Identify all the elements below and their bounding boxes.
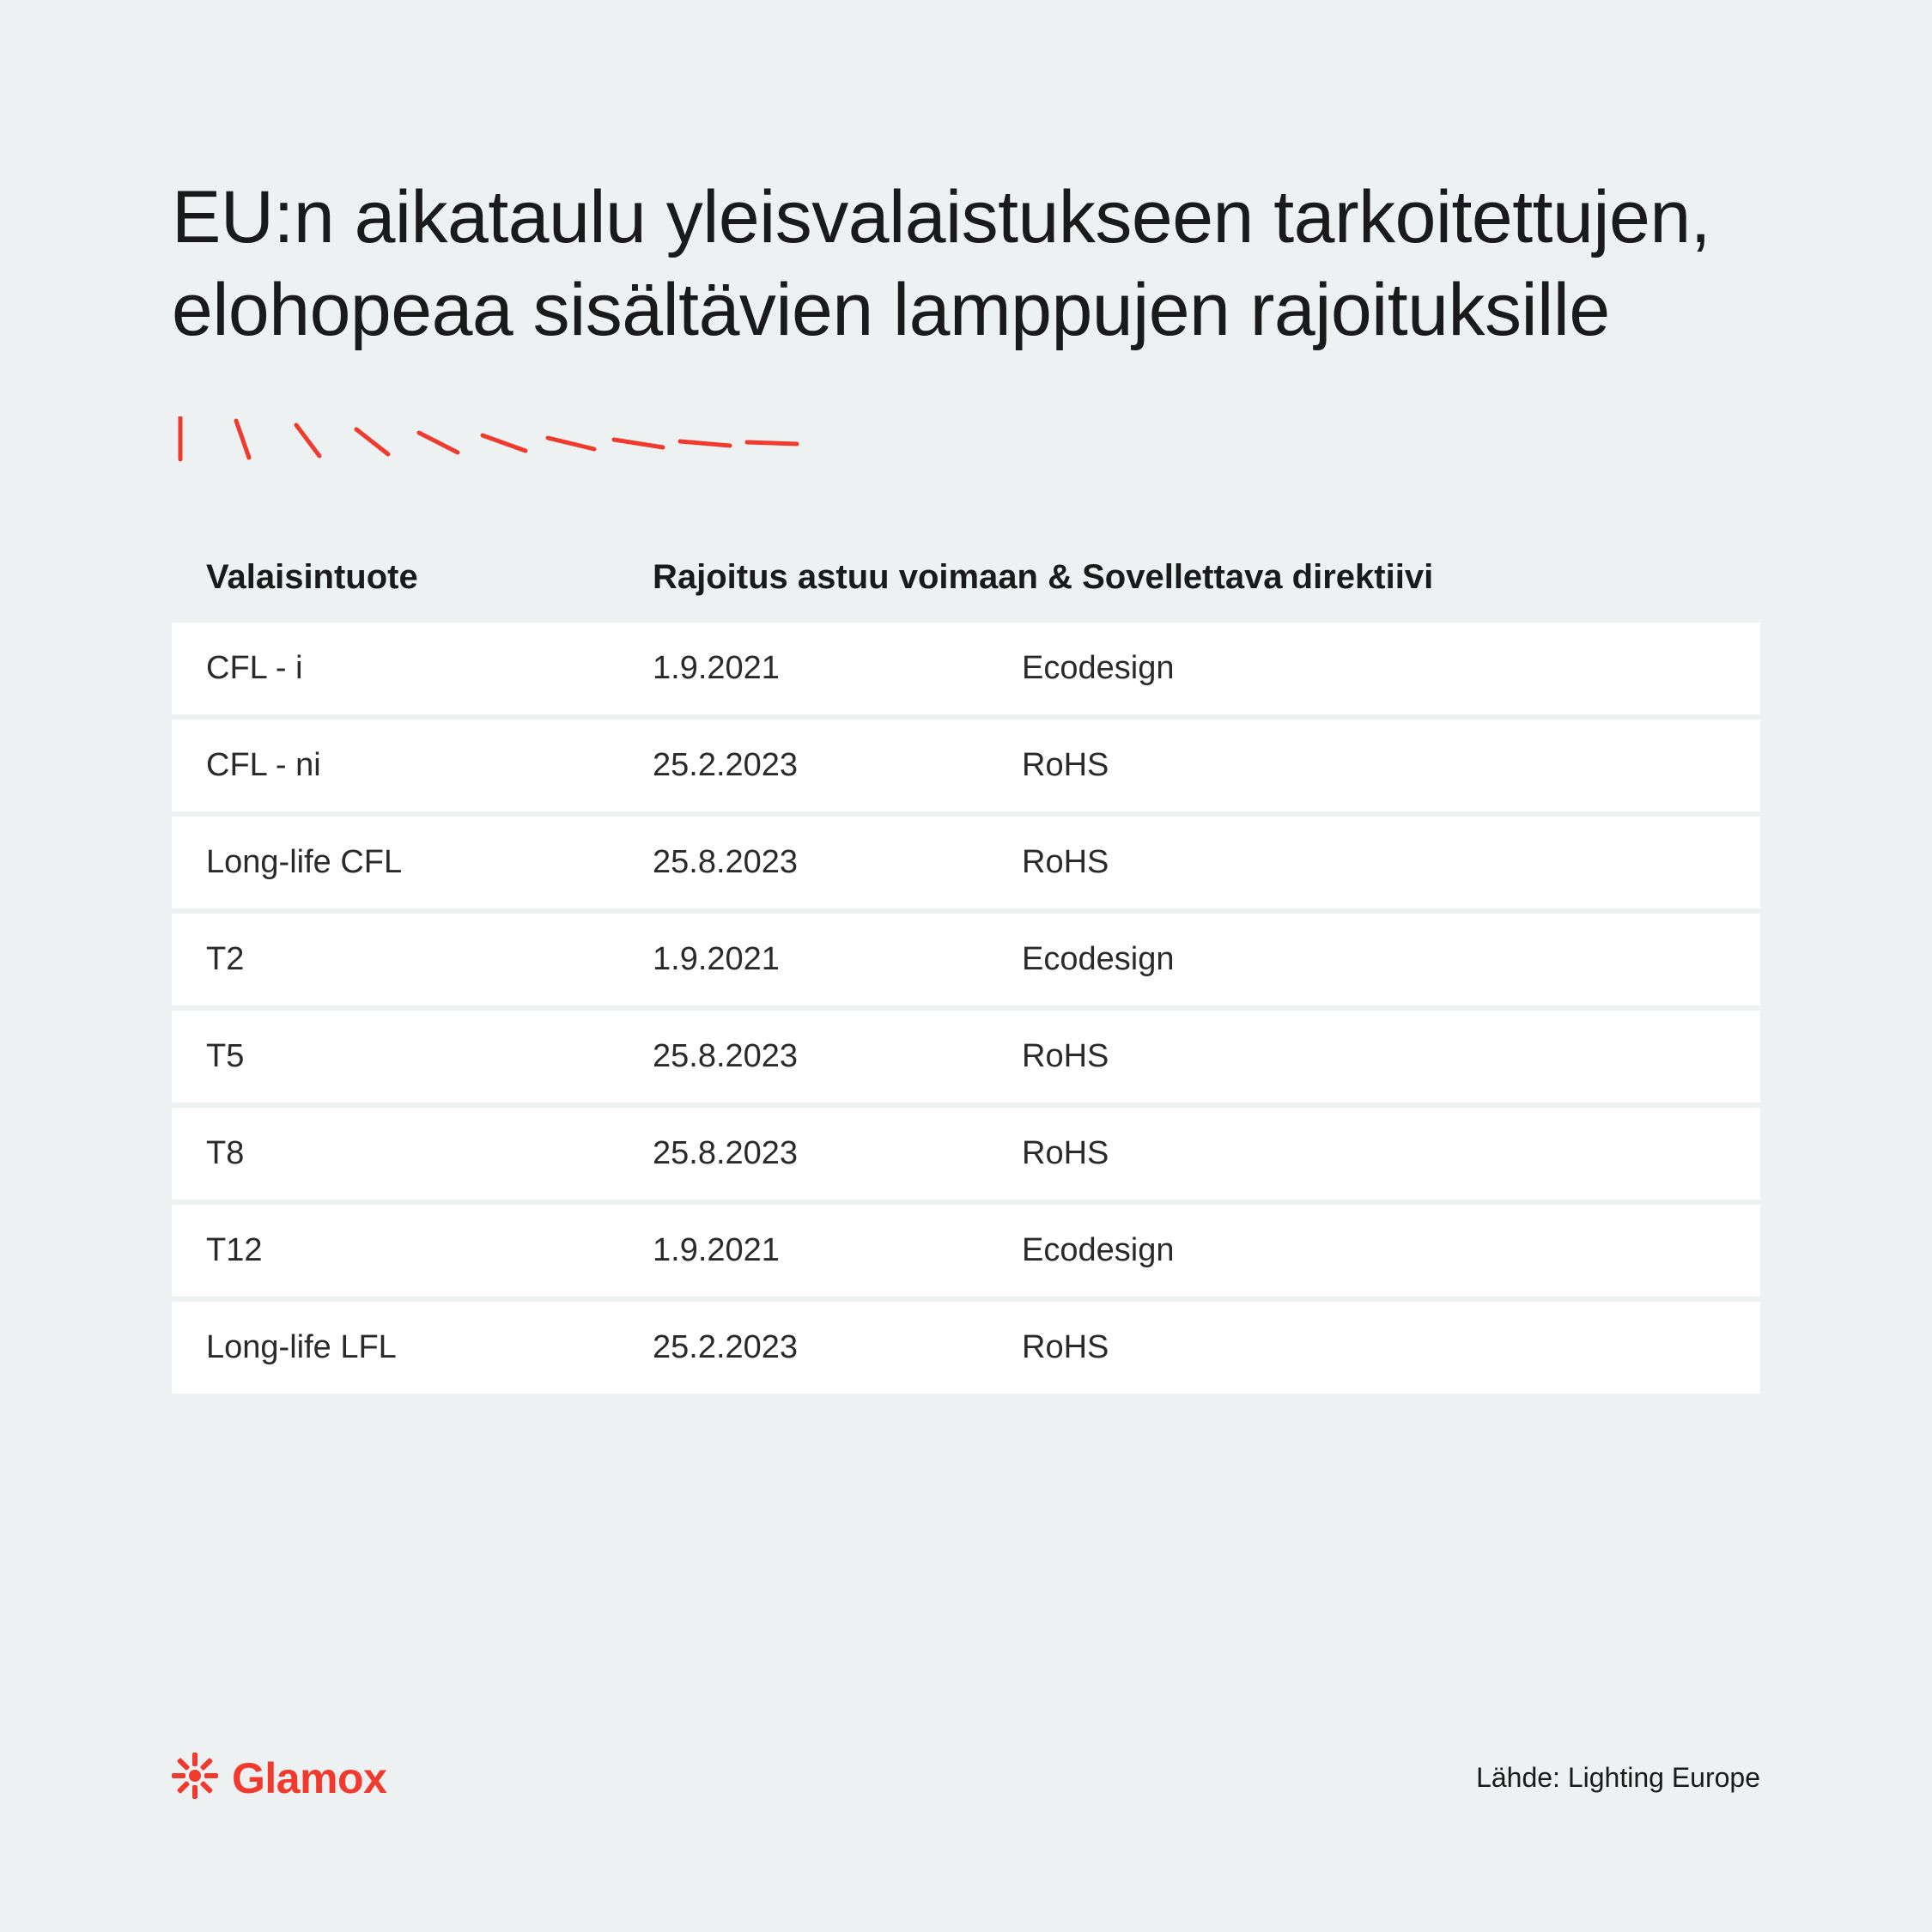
- cell-directive: Ecodesign: [1022, 650, 1726, 687]
- cell-directive: Ecodesign: [1022, 1232, 1726, 1269]
- source-text: Lähde: Lighting Europe: [1476, 1762, 1760, 1794]
- page-title: EU:n aikataulu yleisvalaistukseen tarkoi…: [172, 172, 1760, 356]
- cell-product: T2: [206, 941, 653, 978]
- cell-directive: RoHS: [1022, 1135, 1726, 1172]
- header-product: Valaisintuote: [206, 558, 653, 597]
- cell-date: 25.8.2023: [653, 1038, 1022, 1075]
- table-row: T21.9.2021Ecodesign: [172, 914, 1760, 1005]
- table-row: T825.8.2023RoHS: [172, 1108, 1760, 1200]
- footer: Glamox Lähde: Lighting Europe: [172, 1753, 1760, 1803]
- cell-product: T5: [206, 1038, 653, 1075]
- cell-product: Long-life LFL: [206, 1329, 653, 1366]
- table-row: T121.9.2021Ecodesign: [172, 1205, 1760, 1297]
- cell-date: 1.9.2021: [653, 941, 1022, 978]
- cell-date: 25.8.2023: [653, 844, 1022, 881]
- table-row: CFL - ni25.2.2023RoHS: [172, 720, 1760, 811]
- cell-date: 25.2.2023: [653, 1329, 1022, 1366]
- cell-date: 25.8.2023: [653, 1135, 1022, 1172]
- table-row: Long-life CFL25.8.2023RoHS: [172, 817, 1760, 908]
- cell-date: 1.9.2021: [653, 1232, 1022, 1269]
- cell-product: Long-life CFL: [206, 844, 653, 881]
- cell-product: CFL - i: [206, 650, 653, 687]
- cell-product: T12: [206, 1232, 653, 1269]
- table-body: CFL - i1.9.2021EcodesignCFL - ni25.2.202…: [172, 623, 1760, 1394]
- table-row: CFL - i1.9.2021Ecodesign: [172, 623, 1760, 714]
- brand-logo: Glamox: [172, 1753, 386, 1803]
- cell-directive: RoHS: [1022, 1038, 1726, 1075]
- cell-date: 25.2.2023: [653, 747, 1022, 784]
- cell-directive: RoHS: [1022, 844, 1726, 881]
- table-row: Long-life LFL25.2.2023RoHS: [172, 1302, 1760, 1394]
- brand-name: Glamox: [232, 1753, 386, 1803]
- decorative-strokes: [172, 416, 1760, 464]
- table-header: Valaisintuote Rajoitus astuu voimaan & S…: [172, 558, 1760, 623]
- timetable: Valaisintuote Rajoitus astuu voimaan & S…: [172, 558, 1760, 1394]
- cell-directive: RoHS: [1022, 1329, 1726, 1366]
- header-combined: Rajoitus astuu voimaan & Sovellettava di…: [653, 558, 1433, 597]
- cell-directive: Ecodesign: [1022, 941, 1726, 978]
- cell-product: T8: [206, 1135, 653, 1172]
- table-row: T525.8.2023RoHS: [172, 1011, 1760, 1103]
- cell-product: CFL - ni: [206, 747, 653, 784]
- cell-directive: RoHS: [1022, 747, 1726, 784]
- glamox-icon: [172, 1753, 218, 1803]
- cell-date: 1.9.2021: [653, 650, 1022, 687]
